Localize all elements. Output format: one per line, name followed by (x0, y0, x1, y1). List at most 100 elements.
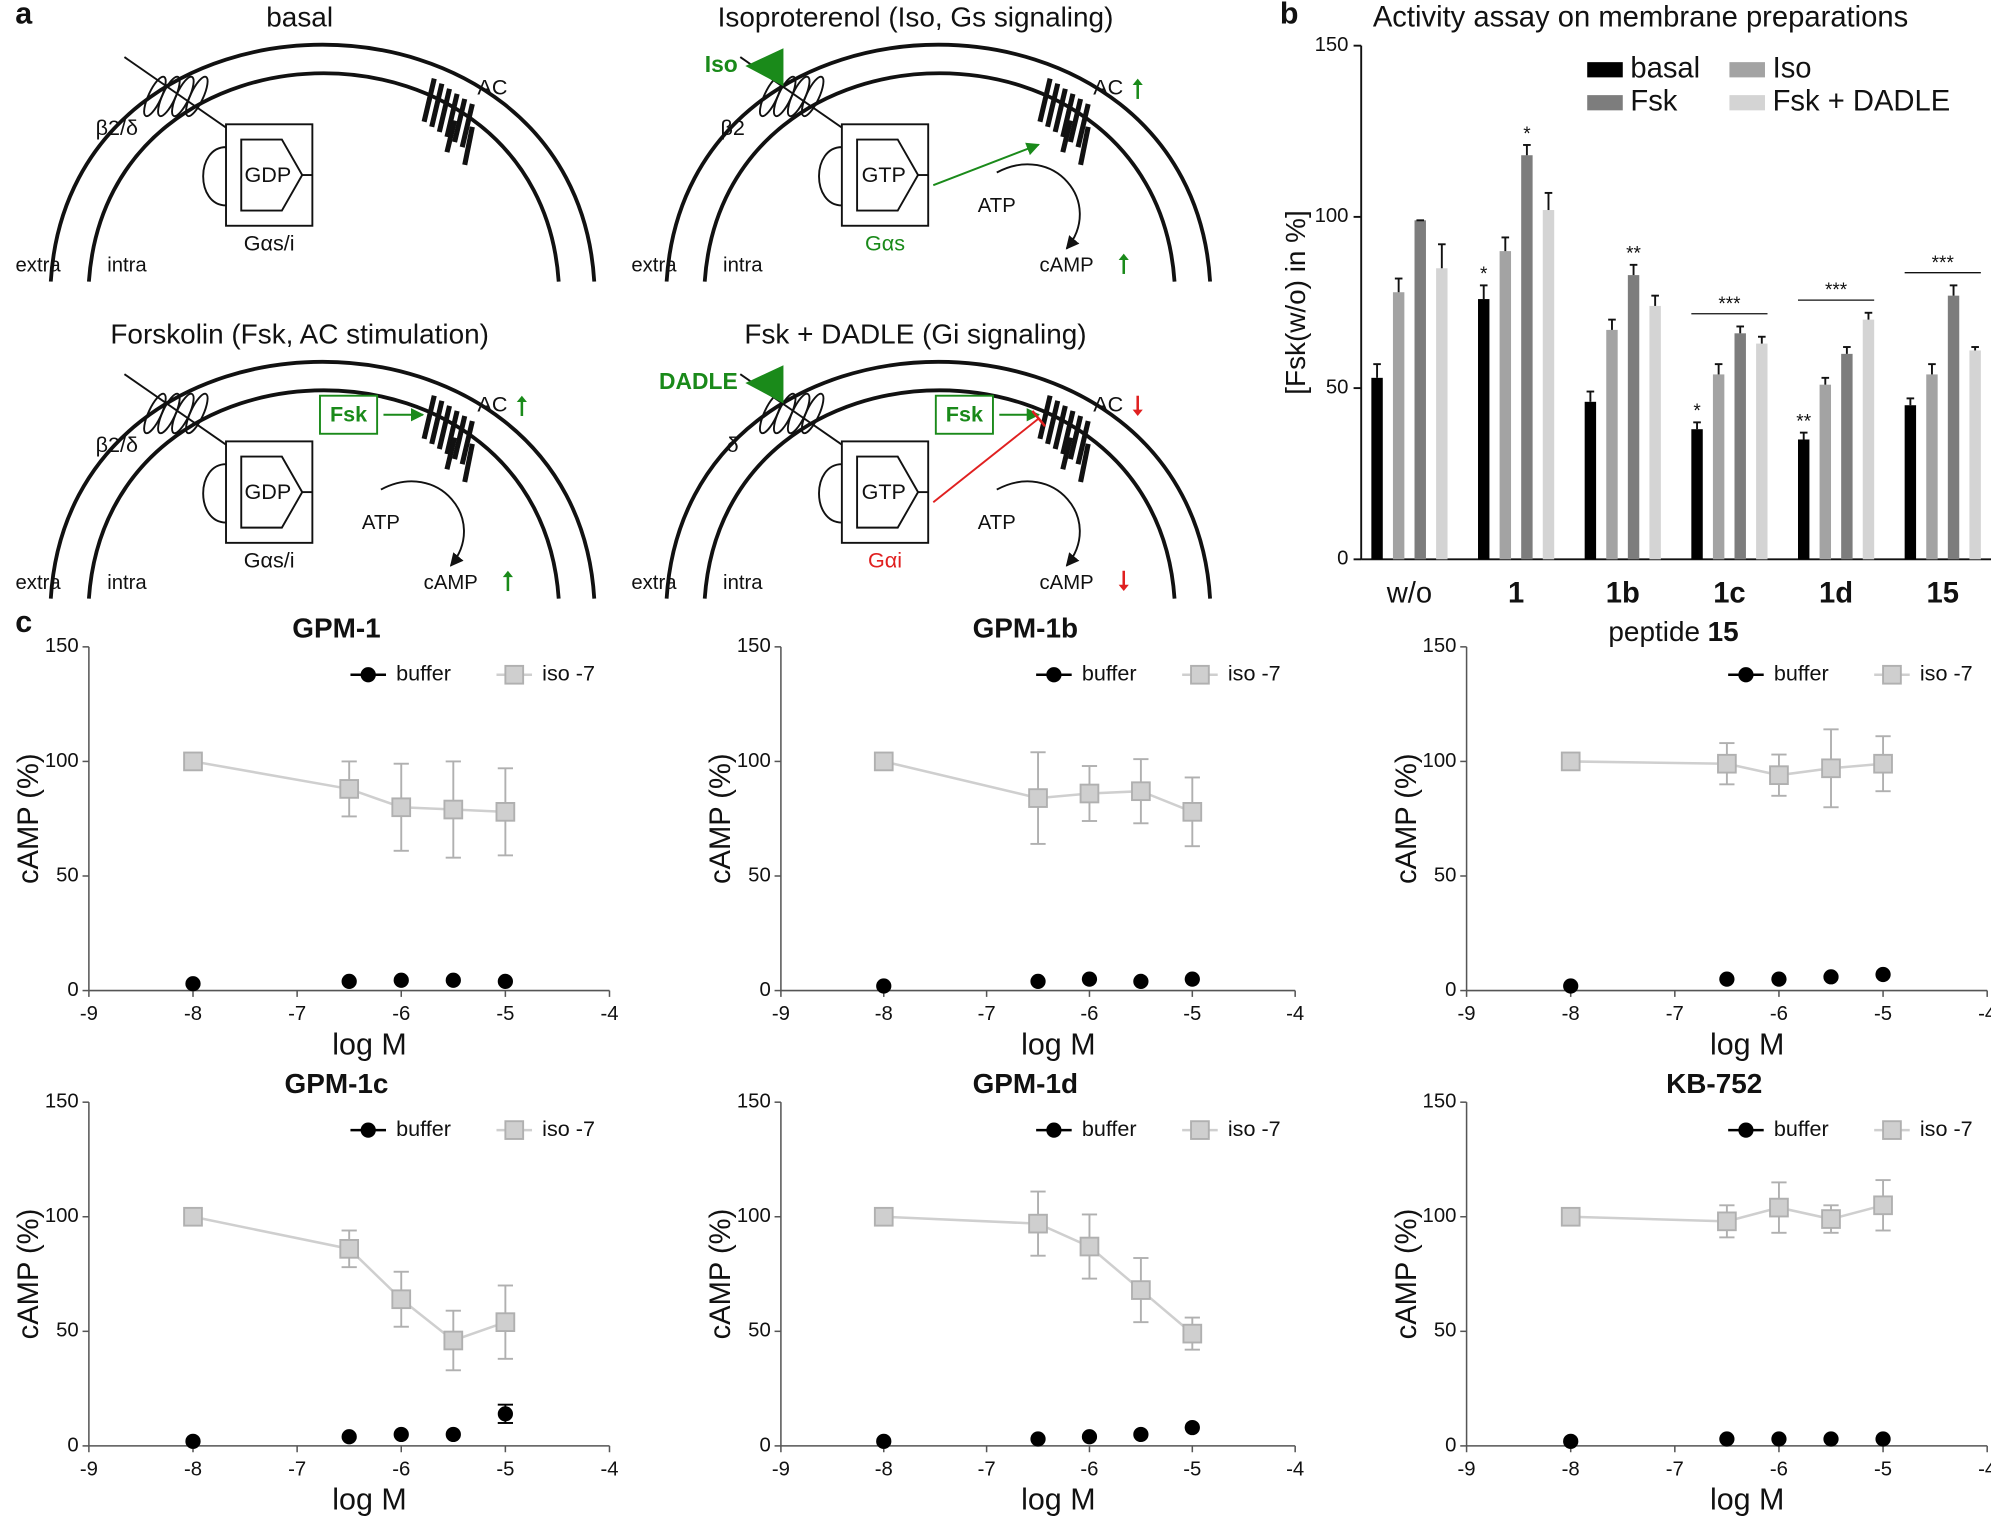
atp-label: ATP (978, 195, 1016, 217)
significance: * (1693, 401, 1701, 422)
x-tick-label: -4 (600, 1458, 618, 1480)
inhibition-line (932, 417, 1040, 504)
y-axis-label: [Fsk(w/o) in %] (1280, 210, 1311, 394)
bar (1756, 343, 1768, 560)
y-tick-label: 150 (737, 635, 771, 657)
bar (1819, 384, 1832, 560)
receptor-helix (800, 392, 825, 435)
y-tick-label: 50 (1434, 864, 1457, 886)
data-point (1131, 1280, 1151, 1300)
intra-label: intra (107, 255, 147, 277)
ac-helix (452, 415, 468, 460)
data-point (1079, 1236, 1100, 1257)
ac-helix (459, 103, 475, 148)
ac-leg (444, 436, 458, 470)
y-axis-label: cAMP (%) (705, 753, 737, 884)
receptor-helix (143, 75, 167, 118)
data-point (1821, 1209, 1841, 1229)
ac-label: AC (477, 392, 507, 417)
data-point (1133, 1426, 1149, 1443)
data-point (1771, 971, 1787, 987)
y-tick-label: 100 (45, 1205, 79, 1227)
atp-label: ATP (362, 512, 400, 534)
data-point (1717, 1211, 1737, 1232)
bar (1627, 275, 1640, 560)
y-tick-label: 100 (1423, 750, 1457, 772)
ac-leg (1078, 443, 1091, 483)
data-point (1184, 1419, 1200, 1436)
legend-swatch (1587, 62, 1623, 78)
receptor-helix (185, 392, 209, 435)
y-tick-label: 150 (1315, 34, 1349, 56)
nucleotide: GTP (862, 479, 906, 504)
membrane-outer (48, 42, 597, 282)
ac-label: AC (1093, 392, 1123, 417)
data-point (183, 751, 203, 772)
x-tick-label: -8 (875, 1003, 893, 1025)
legend-marker (504, 664, 525, 685)
nucleotide: GDP (245, 479, 292, 504)
bar (1904, 405, 1917, 560)
data-point (1560, 751, 1581, 772)
ligand-shape (745, 365, 784, 404)
g-protein-shape (856, 138, 920, 212)
data-point (391, 797, 412, 818)
ac-helix (1037, 395, 1053, 440)
y-tick-label: 150 (737, 1091, 771, 1113)
data-point (393, 972, 409, 988)
membrane-outer (664, 359, 1212, 599)
x-tick-label: -9 (1458, 1458, 1476, 1480)
x-tick-label: -6 (392, 1458, 410, 1480)
data-point (1771, 1431, 1787, 1447)
x-axis-label: log M (1021, 1027, 1095, 1061)
diagram: Forskolin (Fsk, AC stimulation) β2/δ AC GDP… (16, 318, 597, 599)
data-point (185, 976, 201, 992)
x-tick-label: -9 (772, 1003, 790, 1025)
data-point (1030, 973, 1046, 990)
bar (1521, 155, 1533, 560)
ac-helix (459, 420, 475, 465)
x-tick-label: -9 (772, 1458, 790, 1480)
ac-helix (1052, 405, 1068, 450)
x-tick-label: -7 (978, 1003, 996, 1025)
bar (1947, 295, 1960, 560)
data-point (876, 978, 892, 994)
data-point (1028, 788, 1048, 808)
significance: * (1480, 264, 1488, 285)
g-protein-shape (240, 138, 304, 212)
ac-helix (1060, 410, 1076, 455)
activation-arrow (932, 142, 1040, 187)
ac-helix (1037, 78, 1053, 123)
bar (1606, 329, 1618, 560)
x-tick-label: -8 (184, 1458, 202, 1480)
diagram: Fsk + DADLE (Gi signaling) δ AC GTP Gαi extra… (631, 318, 1212, 599)
legend-marker (360, 667, 376, 683)
x-tick-label: 1d (1819, 578, 1853, 610)
x-tick-label: -9 (1458, 1003, 1476, 1025)
change-arrow-head (1132, 78, 1143, 85)
x-tick-label: -4 (1978, 1003, 1991, 1025)
bar (1926, 374, 1938, 560)
ac-helix (429, 83, 445, 128)
data-point (393, 1426, 409, 1443)
y-tick-label: 0 (759, 979, 770, 1001)
bar (1734, 333, 1746, 560)
x-axis-label: log M (1710, 1483, 1784, 1517)
significance: *** (1718, 294, 1741, 315)
y-tick-label: 100 (737, 750, 771, 772)
data-point (1717, 753, 1737, 774)
legend-marker (1190, 1120, 1210, 1140)
data-point (1873, 1195, 1893, 1216)
receptor-helix (143, 392, 167, 435)
conversion-arrow (996, 480, 1081, 567)
legend-swatch (1729, 95, 1765, 111)
change-arrow-head (1118, 584, 1129, 592)
ac-helix (1052, 88, 1068, 133)
chart-title: GPM-1b (973, 613, 1078, 644)
bar (1478, 299, 1490, 560)
significance: *** (1825, 280, 1848, 301)
extra-label: extra (16, 255, 62, 277)
diagram: Isoproterenol (Iso, Gs signaling) β2 AC GTP… (631, 1, 1212, 282)
y-tick-label: 50 (1434, 1320, 1457, 1342)
